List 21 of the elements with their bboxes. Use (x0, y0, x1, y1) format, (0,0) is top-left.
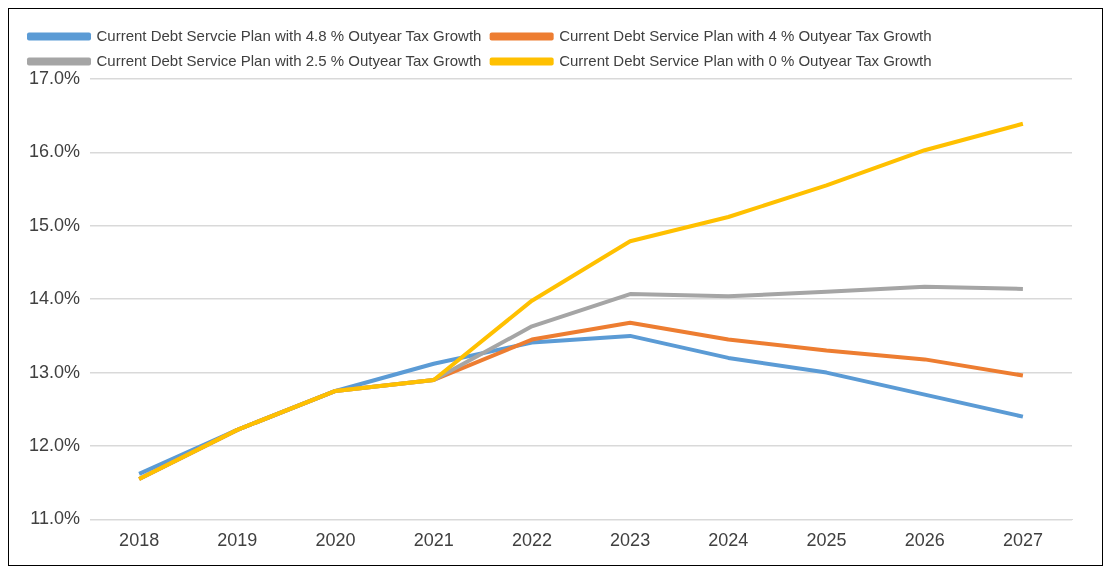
x-tick-label: 2020 (315, 530, 356, 551)
y-tick-label: 15.0% (28, 214, 81, 235)
legend-label: Current Debt Servcie Plan with 4.8 % Outyear Tax Growth (96, 26, 482, 44)
x-tick-label: 2027 (1002, 530, 1043, 551)
x-tick-label: 2024 (708, 530, 749, 551)
legend-label: Current Debt Service Plan with 2.5 % Outyear Tax Growth (96, 51, 482, 69)
x-tick-label: 2019 (217, 530, 258, 551)
y-tick-label: 17.0% (28, 67, 81, 88)
y-tick-label: 16.0% (28, 141, 81, 162)
x-tick-label: 2021 (413, 530, 454, 551)
y-tick-label: 13.0% (28, 361, 81, 382)
x-tick-label: 2022 (511, 530, 552, 551)
x-tick-label: 2023 (610, 530, 651, 551)
x-tick-label: 2018 (119, 530, 160, 551)
legend-label: Current Debt Service Plan with 4 % Outyear Tax Growth (559, 26, 932, 44)
y-tick-label: 14.0% (28, 288, 81, 309)
y-tick-label: 12.0% (28, 434, 81, 455)
y-tick-label: 11.0% (30, 508, 81, 529)
legend-label: Current Debt Service Plan with 0 % Outyear Tax Growth (559, 51, 932, 69)
x-tick-label: 2025 (806, 530, 847, 551)
x-tick-label: 2026 (904, 530, 945, 551)
